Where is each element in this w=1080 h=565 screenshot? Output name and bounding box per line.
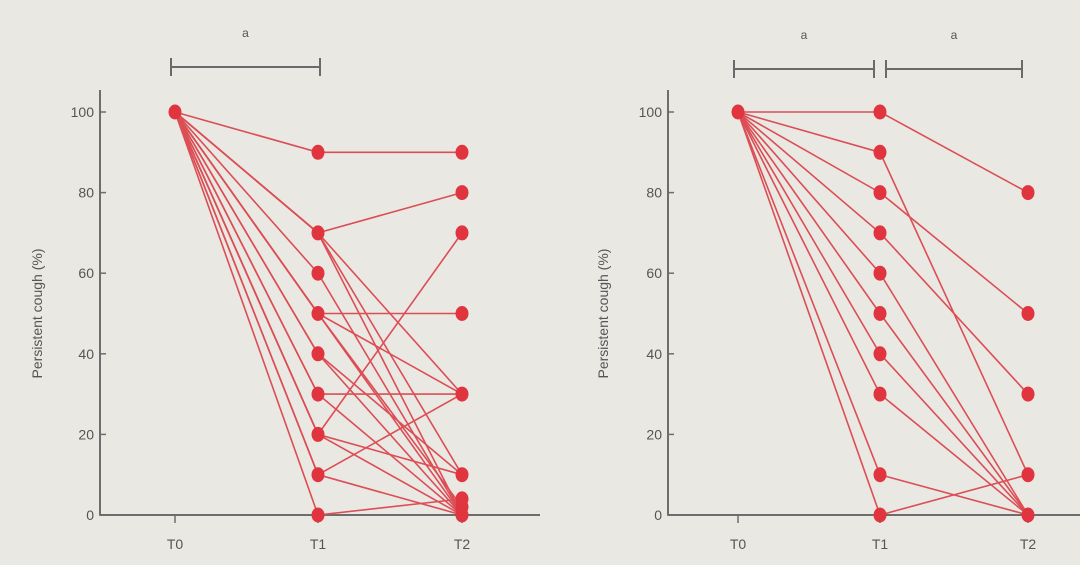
significance-label: a — [801, 28, 808, 42]
y-tick-label: 0 — [654, 507, 662, 523]
y-tick-label: 20 — [78, 426, 94, 442]
data-point — [311, 144, 325, 160]
y-tick-label: 100 — [639, 104, 663, 120]
data-point — [873, 346, 887, 362]
y-tick-label: 60 — [646, 265, 662, 281]
y-axis-label: Persistent cough (%) — [595, 249, 611, 379]
data-point — [311, 507, 325, 523]
data-point — [455, 491, 469, 507]
y-tick-label: 20 — [646, 426, 662, 442]
data-point — [311, 265, 325, 281]
significance-bracket — [733, 60, 875, 78]
y-tick-label: 100 — [71, 104, 95, 120]
y-tick-label: 40 — [646, 346, 662, 362]
significance-bracket — [170, 58, 321, 76]
data-point — [168, 104, 182, 120]
data-point — [455, 144, 469, 160]
y-tick-label: 80 — [646, 185, 662, 201]
significance-label: a — [951, 28, 958, 42]
chart-panel-right: 0 20 40 60 80 100 Persistent cough (%) T0 T1 T2 a a — [595, 28, 1080, 552]
data-point — [311, 346, 325, 362]
x-tick-label: T2 — [1020, 536, 1037, 552]
series-line — [174, 111, 462, 315]
data-point — [873, 386, 887, 402]
y-axis-label: Persistent cough (%) — [29, 249, 45, 379]
data-point — [1021, 507, 1035, 523]
data-point — [1021, 467, 1035, 483]
y-tick-label: 40 — [78, 346, 94, 362]
data-point — [873, 467, 887, 483]
y-tick-label: 60 — [78, 265, 94, 281]
x-tick-label: T2 — [454, 536, 471, 552]
data-point — [311, 467, 325, 483]
data-point — [455, 225, 469, 241]
chart-panel-left: 0 20 40 60 80 100 Persistent cough (%) T0 T1 T2 a — [29, 26, 540, 552]
data-point — [455, 467, 469, 483]
data-point — [873, 144, 887, 160]
data-point — [873, 265, 887, 281]
series-line — [737, 111, 1029, 476]
data-point — [311, 225, 325, 241]
data-point — [455, 306, 469, 321]
data-point — [873, 225, 887, 241]
data-point — [731, 104, 745, 120]
data-point — [873, 185, 887, 201]
data-point — [873, 507, 887, 523]
series-line — [737, 111, 1029, 315]
data-point — [1021, 386, 1035, 402]
data-point — [455, 386, 469, 402]
y-tick-label: 80 — [78, 185, 94, 201]
significance-bracket — [885, 60, 1023, 78]
significance-label: a — [242, 26, 249, 40]
x-tick-label: T0 — [730, 536, 747, 552]
x-tick-label: T0 — [167, 536, 184, 552]
data-point — [311, 306, 325, 321]
y-tick-label: 0 — [86, 507, 94, 523]
data-point — [311, 426, 325, 442]
data-point — [873, 306, 887, 321]
data-point — [311, 386, 325, 402]
data-point — [873, 104, 887, 120]
data-point — [455, 185, 469, 201]
x-tick-label: T1 — [310, 536, 327, 552]
x-tick-label: T1 — [872, 536, 889, 552]
data-point — [1021, 185, 1035, 201]
data-point — [1021, 306, 1035, 321]
